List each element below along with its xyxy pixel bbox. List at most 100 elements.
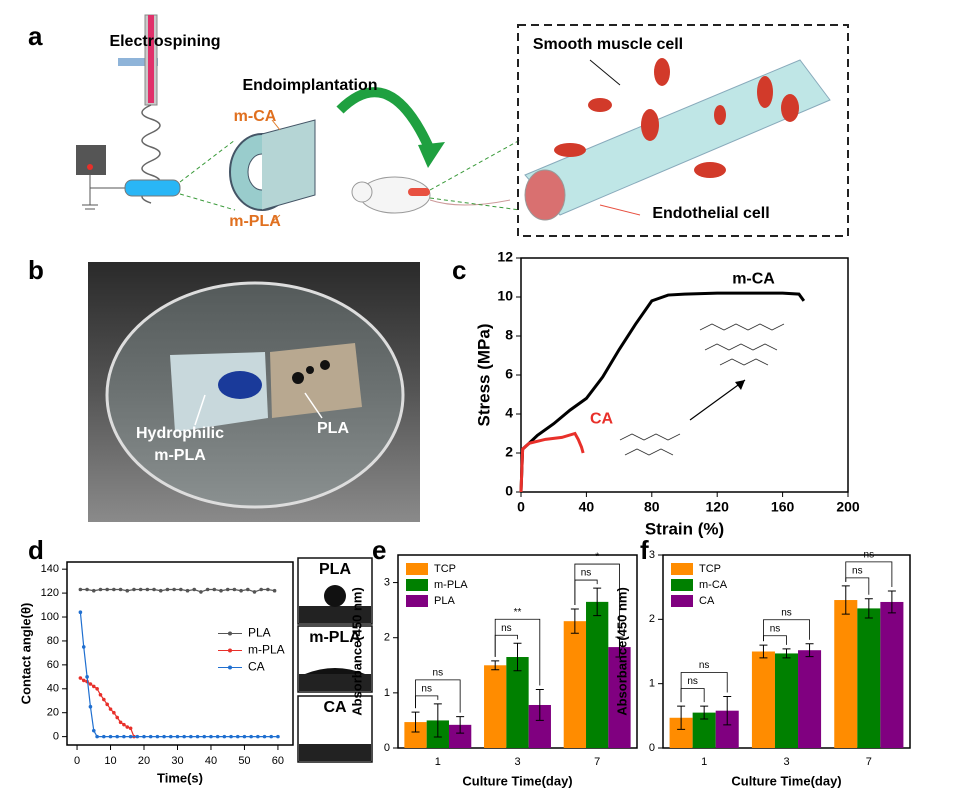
point — [108, 734, 113, 739]
point — [135, 734, 140, 739]
point — [249, 734, 253, 739]
y-tick-label: 0 — [505, 483, 513, 499]
legend-marker — [228, 631, 232, 636]
pla-strip — [270, 343, 362, 418]
x-axis-label: Time(s) — [157, 770, 203, 785]
significance-label: ns — [864, 550, 875, 561]
significance-label: ns — [852, 566, 863, 577]
error-bar — [700, 705, 709, 720]
molecule-sketch — [619, 323, 785, 456]
x-axis-label: Culture Time(day) — [462, 773, 572, 788]
point — [105, 587, 109, 592]
y-tick-label: 10 — [497, 288, 513, 304]
pointers — [271, 119, 281, 223]
point — [118, 587, 123, 592]
indicator — [87, 164, 93, 170]
point — [152, 587, 156, 592]
plot-frame — [66, 561, 294, 746]
point — [105, 702, 109, 707]
x-axis-label: Culture Time(day) — [731, 773, 841, 788]
bar — [669, 717, 693, 748]
significance-label: ns — [421, 684, 432, 695]
point — [148, 734, 153, 739]
point — [222, 734, 227, 739]
label: m-PLA — [229, 213, 281, 230]
point — [95, 686, 99, 691]
implant — [408, 188, 430, 196]
detail-frame — [517, 24, 849, 237]
line — [519, 291, 806, 493]
power-supply — [76, 145, 106, 175]
legend-swatch — [671, 595, 693, 607]
label: Hydrophilic — [136, 425, 224, 442]
point — [78, 676, 83, 680]
zoom-lines — [179, 139, 236, 211]
bar — [528, 704, 551, 748]
significance-bracket — [415, 679, 461, 713]
point — [88, 682, 93, 686]
significance-bracket — [494, 618, 541, 686]
point — [225, 587, 230, 592]
significance-label: ns — [501, 623, 512, 634]
point — [102, 697, 106, 702]
pointer — [589, 59, 621, 86]
y-tick-label: 4 — [505, 405, 513, 421]
error-bar — [864, 598, 873, 619]
bar — [608, 647, 631, 748]
y-tick-label: 60 — [47, 659, 59, 671]
point — [185, 588, 190, 593]
point — [262, 734, 267, 739]
bar — [880, 601, 904, 748]
point — [259, 587, 263, 592]
panel-label: c — [452, 255, 466, 285]
x-tick-label: 50 — [238, 755, 250, 767]
point — [102, 734, 106, 739]
label: Endothelial cell — [652, 205, 769, 222]
error-bar — [513, 642, 522, 672]
point — [276, 734, 280, 739]
legend-marker — [228, 665, 232, 670]
schematic — [76, 14, 849, 237]
point — [158, 588, 163, 593]
y-tick-label: 2 — [384, 632, 390, 644]
y-axis-label: Absorbance(450 nm) — [349, 587, 364, 716]
y-tick-label: 3 — [649, 549, 655, 561]
series-label: m-CA — [732, 270, 775, 287]
y-tick-label: 8 — [505, 327, 513, 343]
nozzle-bar — [118, 58, 158, 66]
point — [91, 588, 96, 593]
point — [252, 590, 257, 594]
label: Smooth muscle cell — [533, 36, 683, 53]
legend-swatch — [671, 579, 693, 591]
substrate — [299, 606, 371, 623]
label: Electrospining — [109, 33, 220, 50]
zoom-lines — [429, 139, 521, 211]
droplet — [305, 668, 365, 674]
point — [168, 734, 173, 739]
significance-label: ns — [699, 660, 710, 671]
panel-label: b — [28, 255, 44, 285]
y-tick-label: 2 — [649, 613, 655, 625]
droplet-images: PLA m-PLA CA — [297, 557, 373, 763]
point — [95, 734, 99, 739]
droplet-label: m-PLA — [309, 629, 361, 646]
bar — [506, 657, 529, 748]
red-cells — [554, 58, 799, 178]
x-tick-label: 160 — [771, 499, 795, 515]
error-bar — [723, 696, 732, 726]
point — [205, 587, 210, 592]
x-tick-label: 1 — [435, 756, 441, 768]
legend-label: m-CA — [699, 579, 728, 591]
significance-label: ns — [687, 676, 698, 687]
point — [172, 587, 176, 592]
point — [199, 590, 203, 594]
x-tick-label: 1 — [701, 756, 707, 768]
error-bar — [782, 648, 791, 659]
x-tick-label: 7 — [594, 756, 600, 768]
point — [118, 720, 123, 725]
y-tick-label: 40 — [47, 683, 59, 695]
error-bar — [887, 590, 896, 614]
bar — [834, 600, 858, 748]
panel-label: f — [640, 535, 649, 565]
